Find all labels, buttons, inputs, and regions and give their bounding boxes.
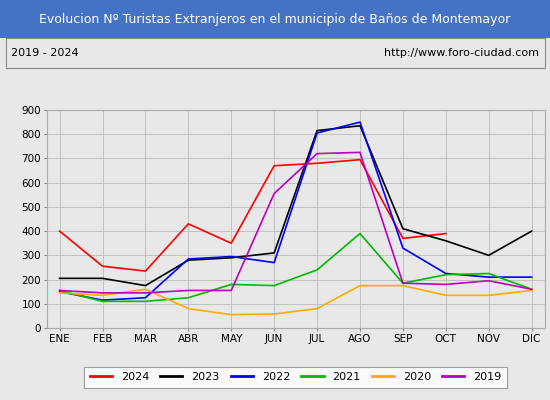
Legend: 2024, 2023, 2022, 2021, 2020, 2019: 2024, 2023, 2022, 2021, 2020, 2019 — [84, 367, 507, 388]
Text: 2019 - 2024: 2019 - 2024 — [11, 48, 79, 58]
Text: Evolucion Nº Turistas Extranjeros en el municipio de Baños de Montemayor: Evolucion Nº Turistas Extranjeros en el … — [40, 12, 510, 26]
Text: http://www.foro-ciudad.com: http://www.foro-ciudad.com — [384, 48, 539, 58]
